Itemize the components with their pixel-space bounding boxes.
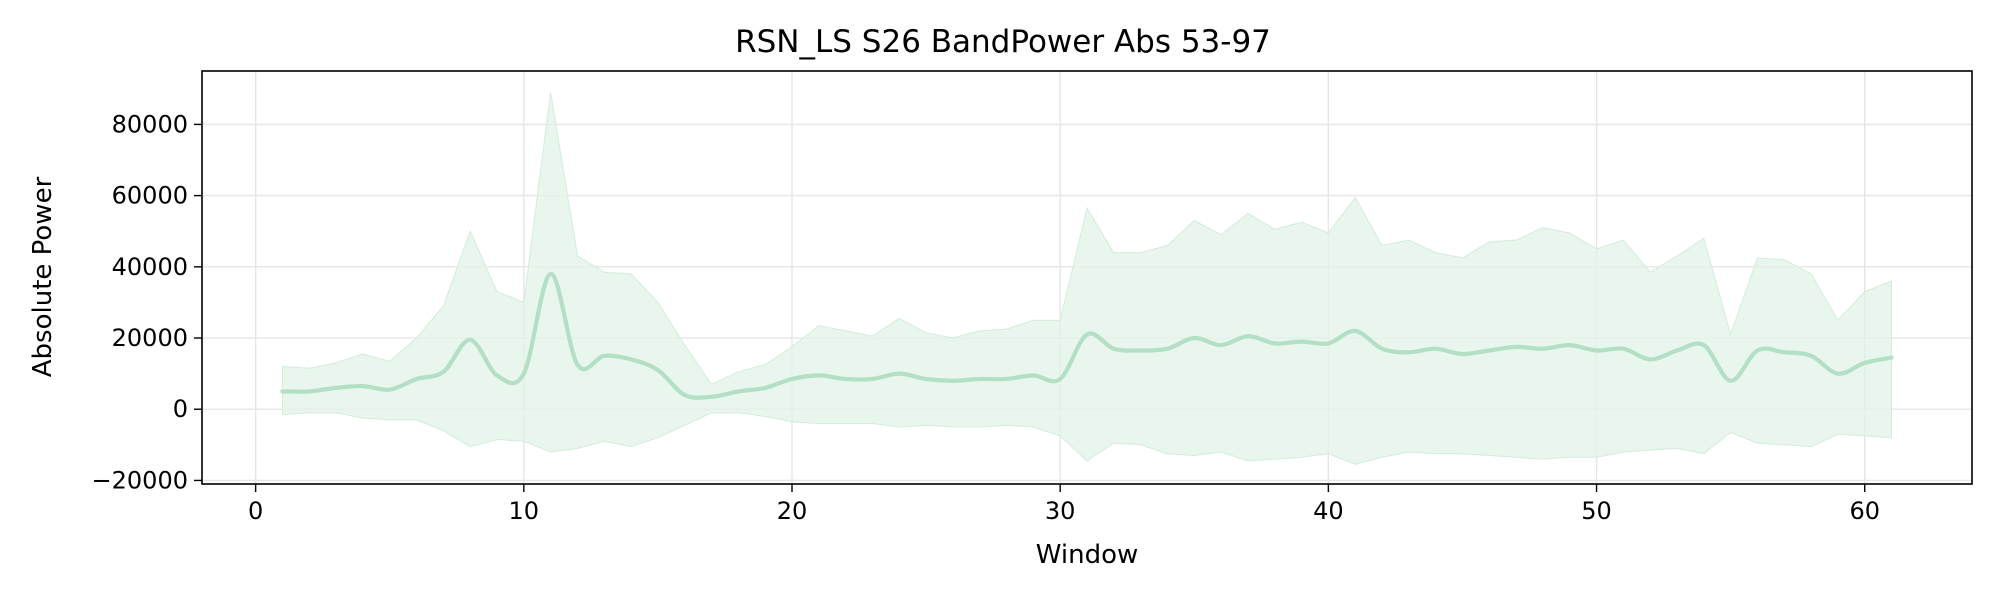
y-tick-label: 60000 — [112, 182, 188, 210]
x-tick-label: 10 — [509, 497, 540, 525]
x-axis: 0 10 20 30 40 50 60 — [248, 484, 1880, 525]
plot-frame — [201, 70, 1973, 485]
x-tick-label: 50 — [1581, 497, 1612, 525]
line-layer — [280, 271, 1894, 400]
band-layer — [282, 92, 1892, 465]
y-tick-label: 20000 — [112, 324, 188, 352]
x-tick-label: 30 — [1045, 497, 1076, 525]
x-axis-label: Window — [1036, 540, 1139, 570]
y-tick-label: 0 — [173, 395, 188, 423]
spread-band — [282, 92, 1892, 465]
x-tick-label: 0 — [248, 497, 263, 525]
x-tick-label: 60 — [1849, 497, 1880, 525]
y-tick-label: −20000 — [92, 466, 188, 494]
y-axis: −20000 0 20000 40000 60000 80000 — [92, 110, 202, 494]
y-tick-label: 80000 — [112, 110, 188, 138]
chart-title: RSN_LS S26 BandPower Abs 53-97 — [735, 24, 1271, 60]
mean-line — [280, 271, 1894, 400]
x-tick-label: 20 — [777, 497, 808, 525]
y-axis-label: Absolute Power — [28, 176, 58, 377]
x-tick-label: 40 — [1313, 497, 1344, 525]
y-tick-label: 40000 — [112, 253, 188, 281]
